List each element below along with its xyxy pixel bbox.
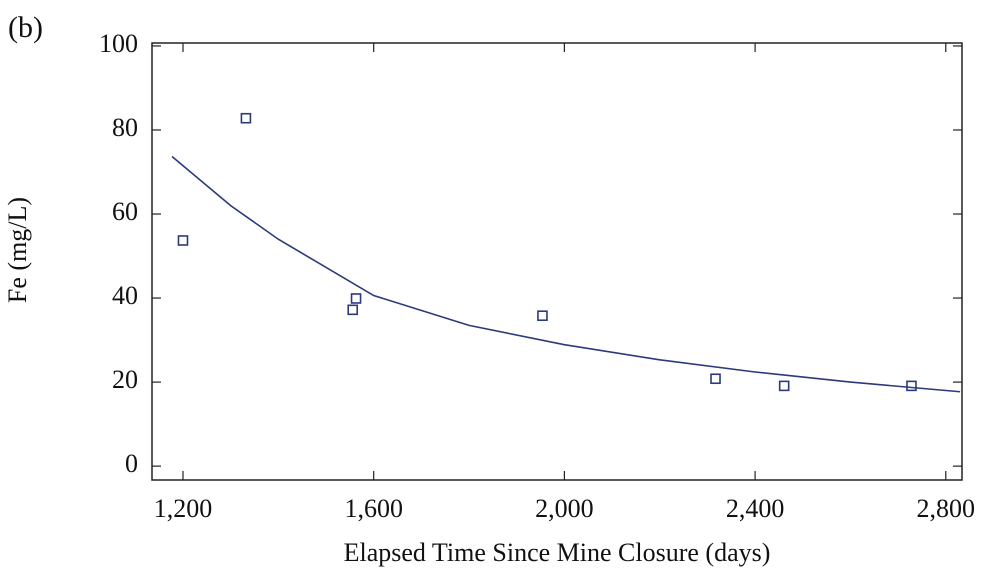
x-tick-label: 1,200	[154, 494, 213, 523]
data-point	[240, 112, 252, 124]
y-tick-label: 60	[112, 197, 138, 226]
y-axis-label: Fe (mg/L)	[3, 197, 32, 303]
data-point	[177, 235, 189, 246]
data-point	[906, 380, 917, 392]
fit-curve	[171, 155, 961, 393]
x-tick-label: 1,600	[344, 494, 403, 523]
x-tick-label: 2,400	[726, 494, 785, 523]
y-tick-label: 0	[125, 449, 138, 478]
y-tick-label: 40	[112, 281, 138, 310]
data-point	[347, 304, 359, 316]
data-point	[350, 293, 362, 304]
panel-label: (b)	[8, 11, 43, 44]
y-tick-label: 20	[112, 365, 138, 394]
x-axis-label: Elapsed Time Since Mine Closure (days)	[344, 538, 771, 567]
data-point	[710, 373, 721, 385]
y-tick-label: 80	[112, 113, 138, 142]
x-tick-label: 2,000	[535, 494, 594, 523]
y-tick-label: 100	[99, 29, 138, 58]
plot-frame	[151, 42, 963, 481]
data-point	[537, 310, 548, 322]
x-tick-label: 2,800	[917, 494, 976, 523]
data-point	[778, 380, 790, 392]
